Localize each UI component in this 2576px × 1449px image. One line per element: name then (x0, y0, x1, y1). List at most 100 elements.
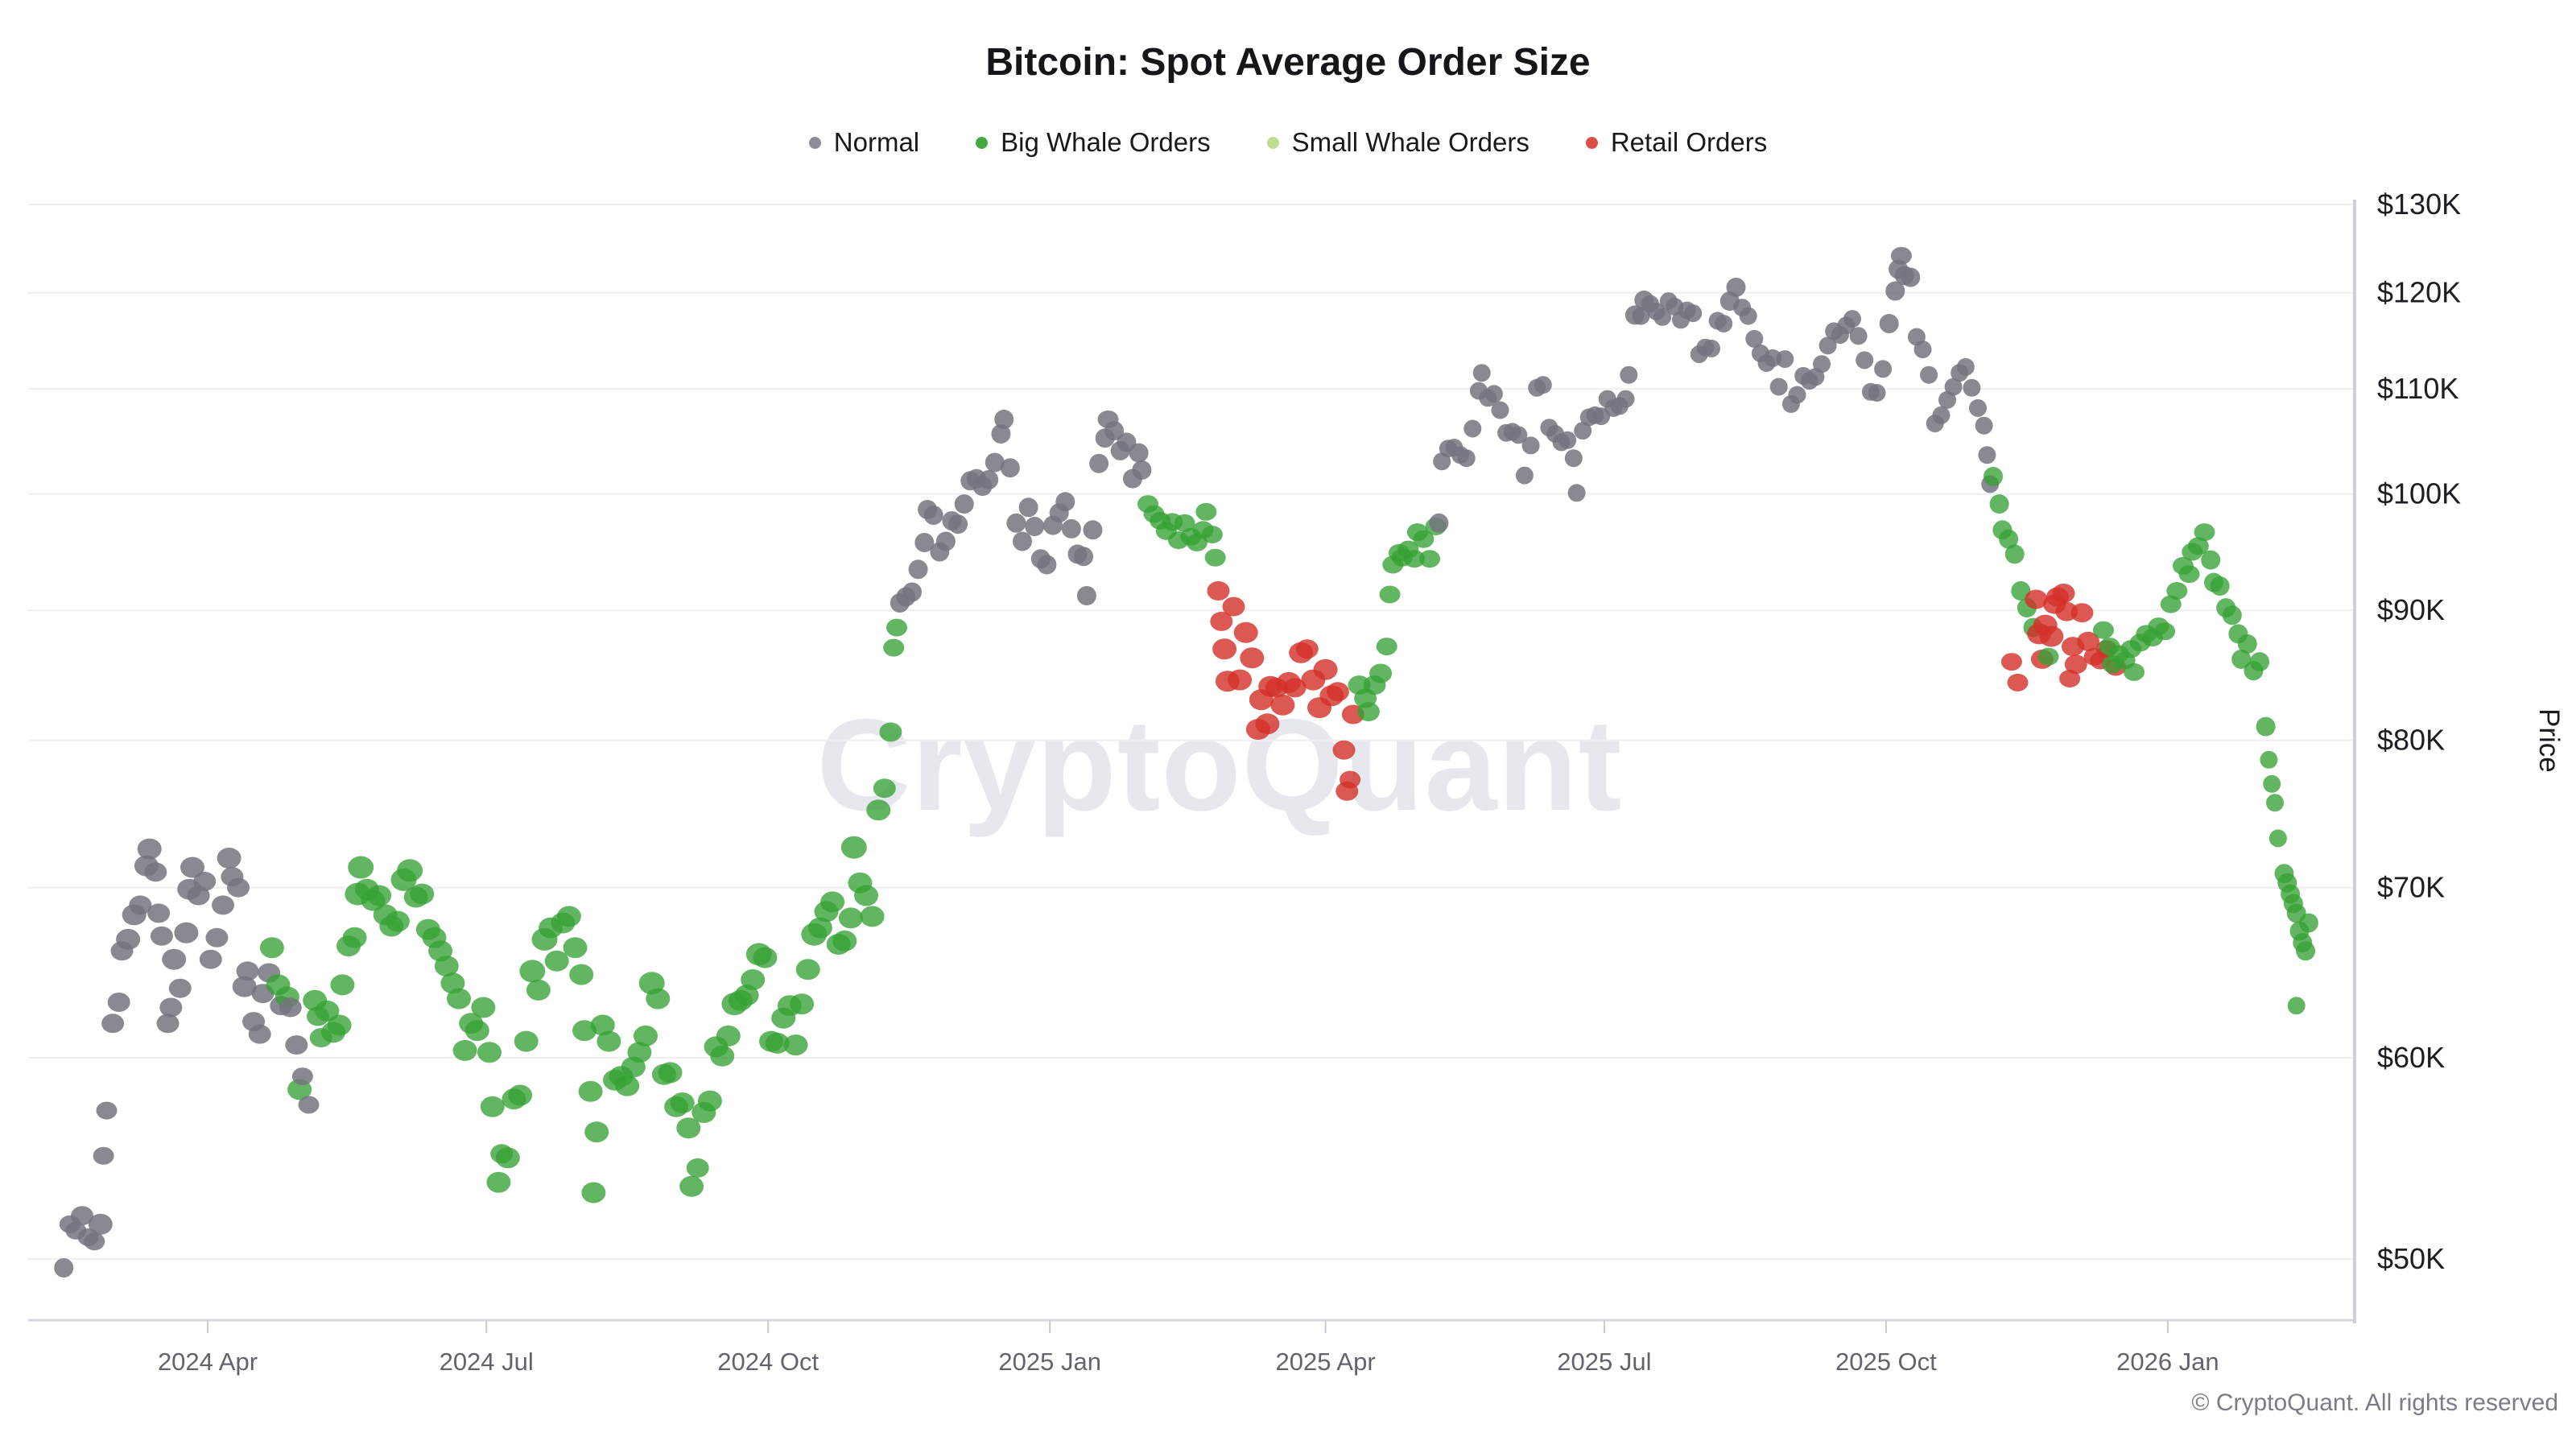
data-point-n[interactable] (180, 857, 204, 878)
data-point-b[interactable] (495, 1147, 520, 1169)
data-point-b[interactable] (2187, 537, 2209, 555)
data-point-r[interactable] (1212, 638, 1237, 660)
data-point-n[interactable] (1788, 386, 1806, 404)
data-point-n[interactable] (1715, 315, 1733, 332)
data-point-n[interactable] (1521, 436, 1540, 455)
data-point-n[interactable] (248, 1024, 271, 1044)
data-point-b[interactable] (480, 1096, 505, 1117)
data-point-b[interactable] (1195, 502, 1217, 521)
data-point-b[interactable] (2124, 663, 2145, 681)
data-point-n[interactable] (914, 533, 935, 552)
data-point-n[interactable] (1104, 421, 1125, 441)
data-point-b[interactable] (2256, 716, 2276, 737)
data-point-b[interactable] (563, 937, 588, 959)
data-point-n[interactable] (1616, 390, 1635, 408)
data-point-n[interactable] (1000, 458, 1020, 478)
data-point-n[interactable] (159, 997, 183, 1018)
data-point-n[interactable] (71, 1206, 93, 1226)
data-point-b[interactable] (2298, 913, 2318, 933)
data-point-n[interactable] (1534, 376, 1552, 394)
data-point-r[interactable] (2007, 673, 2029, 691)
data-point-n[interactable] (1132, 460, 1152, 480)
data-point-n[interactable] (1006, 513, 1026, 533)
data-point-r[interactable] (2064, 654, 2087, 675)
data-point-b[interactable] (670, 1092, 695, 1113)
data-point-b[interactable] (2250, 652, 2269, 672)
data-point-r[interactable] (1283, 678, 1307, 698)
data-point-n[interactable] (298, 1096, 320, 1114)
data-point-n[interactable] (144, 862, 167, 882)
data-point-b[interactable] (765, 1032, 790, 1054)
data-point-n[interactable] (1745, 329, 1764, 348)
data-point-b[interactable] (795, 959, 820, 980)
data-point-n[interactable] (232, 976, 257, 997)
data-point-b[interactable] (1204, 548, 1226, 567)
data-point-b[interactable] (2194, 523, 2215, 542)
data-point-n[interactable] (1055, 492, 1075, 512)
data-point-r[interactable] (1270, 694, 1295, 716)
data-point-r[interactable] (1222, 597, 1245, 617)
data-point-n[interactable] (985, 452, 1005, 473)
data-point-b[interactable] (447, 988, 471, 1009)
data-point-b[interactable] (508, 1084, 533, 1106)
data-point-b[interactable] (259, 937, 284, 959)
data-point-n[interactable] (1890, 246, 1912, 265)
data-point-b[interactable] (2004, 544, 2025, 564)
data-point-n[interactable] (1472, 364, 1491, 382)
data-point-n[interactable] (1901, 267, 1921, 287)
data-point-n[interactable] (1703, 339, 1720, 357)
data-point-b[interactable] (519, 960, 546, 983)
data-point-b[interactable] (1376, 638, 1397, 656)
data-point-n[interactable] (908, 559, 928, 580)
data-point-n[interactable] (1620, 365, 1638, 384)
data-point-r[interactable] (2000, 653, 2022, 671)
data-point-b[interactable] (2231, 649, 2252, 669)
data-point-b[interactable] (1379, 585, 1401, 604)
data-point-b[interactable] (886, 618, 907, 637)
data-point-b[interactable] (807, 917, 832, 939)
data-point-b[interactable] (514, 1030, 539, 1052)
data-point-n[interactable] (156, 1013, 180, 1034)
data-point-n[interactable] (923, 506, 943, 525)
data-point-b[interactable] (866, 799, 891, 821)
data-point-n[interactable] (279, 997, 302, 1018)
data-point-r[interactable] (1326, 682, 1349, 702)
data-point-r[interactable] (1313, 658, 1338, 680)
data-point-b[interactable] (1174, 514, 1195, 532)
data-point-n[interactable] (88, 1213, 113, 1235)
data-point-n[interactable] (1963, 378, 1981, 397)
data-point-n[interactable] (1874, 360, 1893, 378)
data-point-n[interactable] (147, 903, 171, 923)
data-point-b[interactable] (348, 856, 374, 879)
data-point-b[interactable] (2037, 647, 2059, 666)
data-point-n[interactable] (1018, 497, 1038, 518)
data-point-n[interactable] (54, 1258, 74, 1278)
data-point-b[interactable] (1984, 466, 2003, 486)
data-point-n[interactable] (1457, 449, 1476, 468)
data-point-n[interactable] (1076, 586, 1096, 605)
data-point-b[interactable] (2266, 794, 2284, 812)
legend-item-normal[interactable]: Normal (808, 127, 919, 158)
data-point-n[interactable] (168, 978, 192, 998)
data-point-n[interactable] (1037, 555, 1057, 575)
data-point-b[interactable] (385, 910, 410, 932)
data-point-b[interactable] (716, 1025, 741, 1046)
data-point-b[interactable] (452, 1039, 477, 1061)
data-point-n[interactable] (1978, 446, 1996, 464)
data-point-b[interactable] (2160, 595, 2182, 613)
data-point-b[interactable] (686, 1158, 709, 1178)
data-point-n[interactable] (236, 961, 259, 981)
data-point-n[interactable] (1074, 547, 1094, 567)
data-point-r[interactable] (1228, 669, 1253, 691)
data-point-b[interactable] (1369, 663, 1393, 683)
data-point-b[interactable] (646, 988, 671, 1009)
data-point-b[interactable] (2287, 997, 2306, 1015)
data-point-b[interactable] (434, 956, 459, 977)
data-point-n[interactable] (979, 470, 999, 489)
data-point-n[interactable] (174, 922, 199, 943)
data-point-b[interactable] (572, 1020, 597, 1042)
legend-item-small-whale-orders[interactable]: Small Whale Orders (1266, 127, 1530, 158)
data-point-n[interactable] (101, 1013, 125, 1034)
data-point-r[interactable] (2070, 603, 2094, 623)
